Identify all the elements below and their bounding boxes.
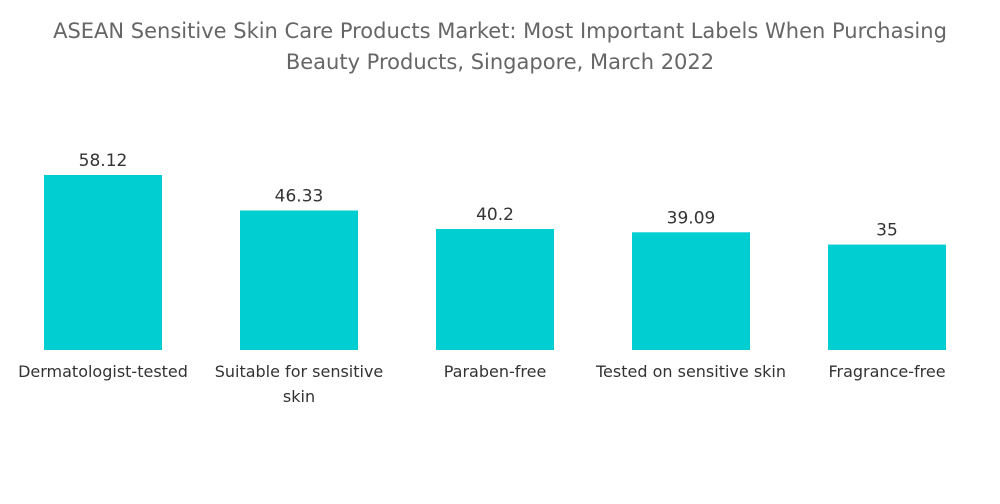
bar-2 bbox=[436, 229, 554, 350]
value-label-2: 40.2 bbox=[476, 205, 514, 225]
bar-3 bbox=[632, 232, 750, 350]
bar-4 bbox=[828, 244, 946, 350]
category-label-0: Dermatologist-tested bbox=[18, 362, 188, 381]
category-label-4: Fragrance-free bbox=[828, 362, 946, 381]
value-label-3: 39.09 bbox=[667, 208, 716, 228]
bar-0 bbox=[44, 175, 162, 350]
value-label-4: 35 bbox=[876, 221, 898, 241]
chart-title: ASEAN Sensitive Skin Care Products Marke… bbox=[53, 19, 947, 74]
value-label-0: 58.12 bbox=[79, 151, 128, 171]
category-label-1: Suitable for sensitive skin bbox=[214, 362, 384, 406]
value-label-1: 46.33 bbox=[275, 187, 324, 207]
category-label-2: Paraben-free bbox=[443, 362, 547, 381]
category-label-3: Tested on sensitive skin bbox=[596, 362, 787, 381]
bar-1 bbox=[240, 210, 358, 350]
